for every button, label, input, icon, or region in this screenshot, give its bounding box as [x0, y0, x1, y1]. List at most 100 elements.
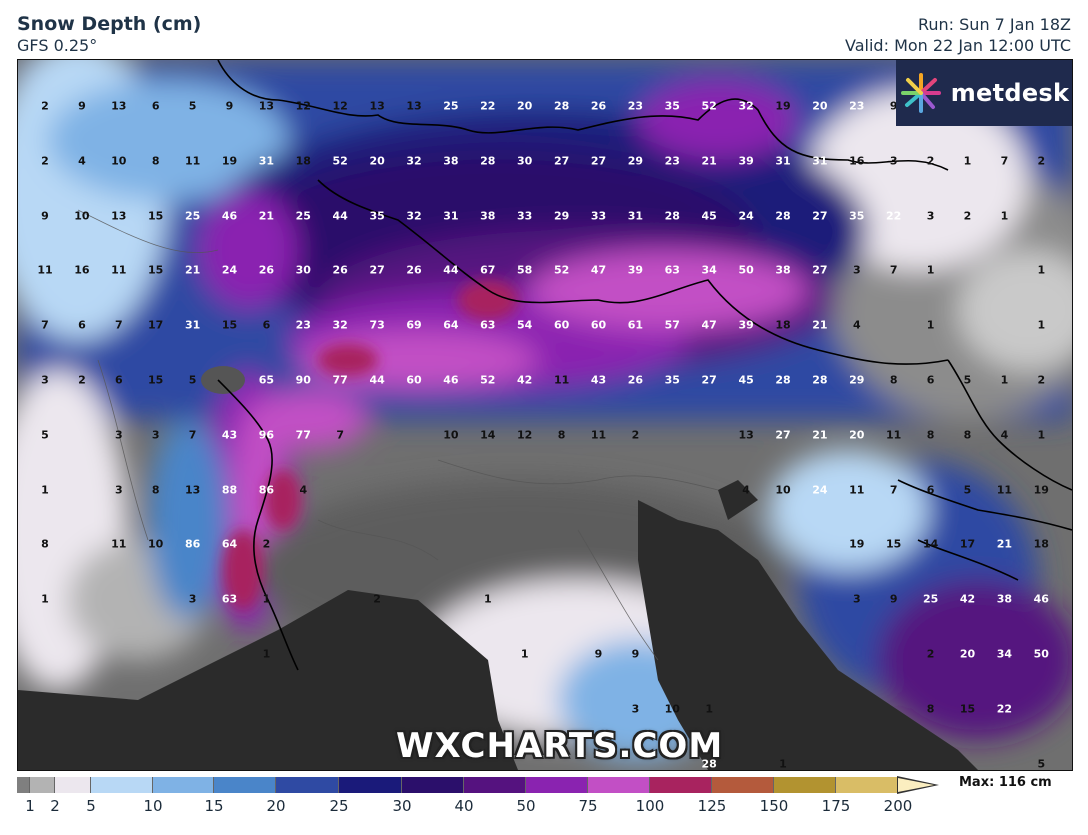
grid-value: 8 — [557, 428, 566, 442]
grid-value: 1 — [1037, 428, 1046, 442]
grid-value: 39 — [738, 318, 754, 332]
legend-swatch — [153, 777, 214, 793]
grid-value: 21 — [812, 318, 828, 332]
grid-value: 15 — [148, 209, 164, 223]
grid-value: 8 — [963, 428, 972, 442]
grid-value: 10 — [74, 209, 90, 223]
grid-value: 96 — [258, 428, 275, 442]
grid-value: 24 — [738, 209, 754, 223]
snow-depth-map[interactable]: 2 9 13 6 5 9 13 12 12 13 13 25 22 20 28 26 23 35 52 32 19 20 2… — [17, 59, 1073, 771]
grid-value: 10 — [664, 702, 680, 716]
grid-value: 27 — [775, 428, 791, 442]
grid-value: 47 — [701, 318, 717, 332]
metdesk-logo: metdesk — [896, 60, 1072, 126]
grid-value: 7 — [188, 428, 197, 442]
grid-value: 15 — [148, 373, 164, 387]
grid-value: 2 — [41, 99, 49, 113]
grid-value: 5 — [188, 373, 197, 387]
grid-value: 25 — [922, 592, 939, 606]
grid-value: 86 — [184, 537, 201, 551]
grid-value: 26 — [590, 99, 607, 113]
grid-value: 1 — [926, 263, 935, 277]
grid-value: 34 — [701, 263, 717, 277]
grid-value: 73 — [369, 318, 385, 332]
grid-value: 6 — [926, 483, 935, 497]
grid-value: 3 — [852, 263, 861, 277]
grid-value: 1 — [779, 757, 787, 771]
grid-value: 16 — [74, 263, 90, 277]
legend-tick-label: 15 — [204, 797, 224, 815]
legend-swatch — [17, 777, 30, 793]
grid-value: 9 — [78, 99, 86, 113]
grid-value: 35 — [664, 373, 680, 387]
legend-bar — [17, 777, 899, 793]
grid-value: 20 — [812, 99, 828, 113]
grid-value: 1 — [262, 647, 271, 661]
grid-value: 19 — [775, 99, 791, 113]
grid-value: 11 — [37, 263, 53, 277]
grid-value: 61 — [627, 318, 644, 332]
grid-value: 35 — [849, 209, 865, 223]
grid-value: 7 — [336, 428, 345, 442]
grid-value: 38 — [996, 592, 1013, 606]
legend-swatch — [650, 777, 712, 793]
grid-value: 10 — [111, 154, 127, 168]
grid-value: 33 — [590, 209, 607, 223]
grid-value: 3 — [114, 483, 123, 497]
grid-value: 12 — [517, 428, 533, 442]
grid-value: 63 — [480, 318, 496, 332]
max-label: Max: 116 cm — [959, 775, 1052, 790]
legend-swatch — [464, 777, 526, 793]
grid-value: 30 — [517, 154, 533, 168]
metdesk-burst-icon — [900, 73, 941, 113]
grid-value: 18 — [775, 318, 791, 332]
grid-value: 5 — [41, 428, 49, 442]
grid-value: 17 — [959, 537, 976, 551]
legend-swatch — [339, 777, 402, 793]
grid-value: 8 — [41, 537, 49, 551]
grid-value: 22 — [996, 702, 1013, 716]
grid-value: 1 — [41, 483, 49, 497]
grid-value: 5 — [188, 99, 197, 113]
grid-value: 52 — [480, 373, 496, 387]
grid-value: 9 — [41, 209, 49, 223]
grid-value: 1 — [963, 154, 972, 168]
grid-value: 2 — [1037, 373, 1046, 387]
grid-value: 26 — [627, 373, 644, 387]
grid-value: 45 — [701, 209, 717, 223]
grid-value: 19 — [849, 537, 865, 551]
legend-swatch — [526, 777, 588, 793]
grid-value: 25 — [184, 209, 201, 223]
legend-tick-label: 10 — [143, 797, 163, 815]
legend-tick-label: 50 — [516, 797, 536, 815]
legend-tick-label: 5 — [86, 797, 96, 815]
grid-value: 11 — [184, 154, 201, 168]
legend-tick-label: 150 — [759, 797, 789, 815]
legend-tick-label: 2 — [50, 797, 60, 815]
grid-value: 46 — [1033, 592, 1049, 606]
grid-value: 9 — [889, 99, 898, 113]
grid-value: 27 — [553, 154, 570, 168]
grid-value: 43 — [590, 373, 607, 387]
grid-value: 24 — [812, 483, 828, 497]
legend-tick-label: 30 — [392, 797, 412, 815]
legend-swatch — [91, 777, 153, 793]
run-label: Run: Sun 7 Jan 18Z — [917, 15, 1071, 34]
grid-value: 3 — [631, 702, 640, 716]
grid-value: 1 — [483, 592, 492, 606]
legend-swatch — [402, 777, 464, 793]
grid-value: 69 — [406, 318, 422, 332]
grid-value: 20 — [517, 99, 533, 113]
watermark: WXCHARTS.COM — [396, 726, 724, 766]
grid-value: 25 — [443, 99, 459, 113]
grid-value: 1 — [1000, 373, 1009, 387]
grid-value: 16 — [849, 154, 865, 168]
legend-swatch — [55, 777, 91, 793]
grid-value: 17 — [148, 318, 164, 332]
grid-value: 9 — [631, 647, 640, 661]
grid-value: 3 — [852, 592, 861, 606]
grid-value: 28 — [553, 99, 570, 113]
grid-value: 50 — [1033, 647, 1049, 661]
grid-value: 15 — [221, 318, 238, 332]
grid-value: 15 — [959, 702, 976, 716]
